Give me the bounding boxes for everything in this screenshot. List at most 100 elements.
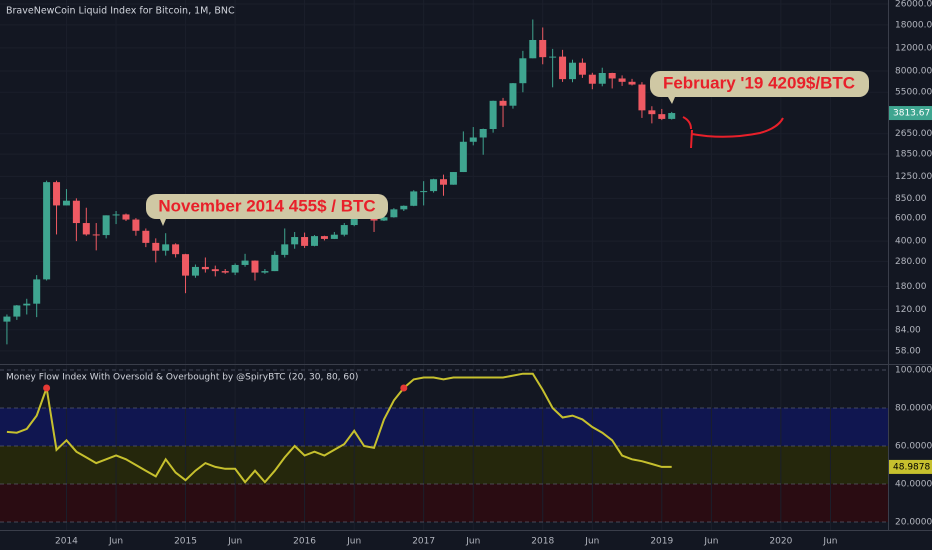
- x-tick-label: Jun: [822, 537, 837, 547]
- x-tick-label: Jun: [108, 537, 123, 547]
- candle-body: [479, 128, 487, 138]
- y-tick-label: 40.0000: [895, 479, 932, 489]
- candle-body: [13, 305, 21, 317]
- x-tick-label: 2014: [55, 537, 78, 547]
- annotation: November 2014 455$ / BTC: [158, 196, 375, 215]
- candle-body: [261, 271, 269, 273]
- candle-body: [3, 316, 11, 322]
- candle-body: [588, 74, 596, 84]
- candle-body: [201, 266, 209, 270]
- y-tick-label: 58.00: [895, 346, 921, 356]
- candle-body: [33, 279, 41, 304]
- candle-body: [112, 214, 120, 216]
- band: [0, 483, 888, 523]
- y-tick-label: 8000.00: [895, 66, 932, 76]
- y-tick-label: 400.00: [895, 237, 927, 247]
- candle-body: [668, 113, 676, 119]
- y-tick-label: 1850.00: [895, 150, 932, 160]
- x-tick-label: Jun: [584, 537, 599, 547]
- candle-body: [82, 223, 90, 235]
- x-tick-label: Jun: [465, 537, 480, 547]
- candle-body: [231, 264, 239, 273]
- callout-pointer: [160, 219, 166, 226]
- candle-body: [291, 237, 299, 245]
- freehand-drawing: [682, 116, 784, 149]
- candle-body: [390, 209, 398, 218]
- candle-body: [628, 81, 636, 85]
- candle-body: [122, 214, 130, 220]
- candle-body: [271, 254, 279, 272]
- candle-body: [102, 215, 110, 236]
- x-tick-label: Jun: [703, 537, 718, 547]
- candle-body: [598, 72, 606, 84]
- candle-body: [410, 191, 418, 206]
- candle-body: [430, 179, 438, 192]
- candle-body: [489, 100, 497, 129]
- candle-body: [311, 236, 319, 246]
- candle-body: [320, 236, 328, 239]
- y-tick-label: 84.00: [895, 325, 921, 335]
- candle-body: [420, 191, 428, 193]
- y-tick-label: 5500.00: [895, 88, 932, 98]
- candle-body: [330, 234, 338, 239]
- candle-body: [658, 114, 666, 119]
- candle-body: [191, 266, 199, 276]
- candle-body: [638, 84, 646, 111]
- y-tick-label: 280.00: [895, 257, 927, 267]
- candle-body: [251, 260, 259, 273]
- x-tick-label: 2016: [293, 537, 316, 547]
- y-tick-label: 26000.00: [895, 0, 932, 10]
- chart-title: BraveNewCoin Liquid Index for Bitcoin, 1…: [6, 6, 235, 17]
- signal-dot: [400, 384, 408, 392]
- x-tick-label: 2018: [531, 537, 554, 547]
- candle-body: [618, 78, 626, 82]
- x-tick-label: Jun: [346, 537, 361, 547]
- candle-body: [62, 200, 70, 206]
- candle-body: [509, 83, 517, 106]
- candle-body: [549, 56, 557, 58]
- band: [0, 407, 888, 446]
- mfi-bands: [0, 407, 888, 523]
- annotation: February '19 4209$/BTC: [663, 73, 855, 92]
- y-tick-label: 2650.00: [895, 129, 932, 139]
- last-value-box: [889, 459, 932, 474]
- candle-body: [400, 205, 408, 210]
- candle-body: [499, 100, 507, 106]
- y-tick-label: 600.00: [895, 214, 927, 224]
- y-tick-label: 60.0000: [895, 441, 932, 451]
- candle-body: [340, 225, 348, 235]
- candle-body: [648, 110, 656, 115]
- callout-pointer: [668, 97, 675, 104]
- candle-body: [469, 137, 477, 142]
- candle-body: [241, 260, 249, 265]
- candle-body: [72, 200, 80, 224]
- candle-body: [301, 237, 309, 246]
- x-tick-label: 2015: [174, 537, 197, 547]
- last-value-label: 48.9878: [893, 462, 930, 472]
- indicator-title: Money Flow Index With Oversold & Overbou…: [6, 373, 358, 383]
- last-price-label: 3813.67: [893, 109, 930, 119]
- y-tick-label: 100.0000: [895, 365, 932, 375]
- candle-body: [211, 269, 219, 272]
- y-tick-label: 20.0000: [895, 518, 932, 528]
- band: [0, 445, 888, 484]
- x-tick-label: 2017: [412, 537, 435, 547]
- candle-body: [92, 234, 100, 236]
- candle-body: [23, 303, 31, 306]
- candle-body: [608, 72, 616, 79]
- y-tick-label: 180.00: [895, 282, 927, 292]
- annotation-nov-2014: November 2014 455$ / BTC: [146, 194, 388, 226]
- candle-body: [142, 230, 150, 243]
- candle-body: [559, 56, 567, 80]
- candle-body: [172, 244, 180, 255]
- candle-body: [281, 244, 289, 255]
- candle-body: [162, 244, 170, 251]
- candle-body: [578, 62, 586, 75]
- y-tick-label: 18000.00: [895, 20, 932, 30]
- last-price-box: [889, 106, 932, 121]
- y-tick-label: 1250.00: [895, 172, 932, 182]
- candle-body: [182, 254, 190, 276]
- y-tick-label: 120.00: [895, 305, 927, 315]
- callout-box: [146, 194, 388, 219]
